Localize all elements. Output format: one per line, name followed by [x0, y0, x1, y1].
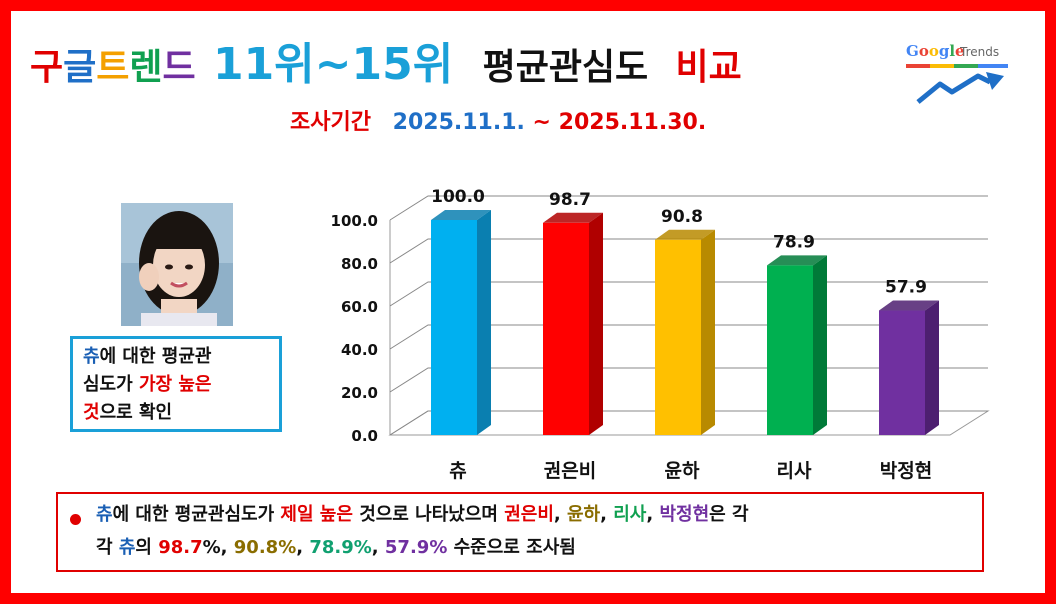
- sum-s5: 권은비: [504, 504, 554, 525]
- bar-side: [589, 212, 603, 435]
- survey-period-label: 조사기간: [290, 110, 371, 135]
- bar-top: [431, 210, 491, 220]
- google-trends-logo: Google Trends: [900, 38, 1015, 108]
- bar-top: [655, 229, 715, 240]
- bar: [431, 220, 477, 435]
- note-line1: 에 대한 평균관: [99, 346, 212, 367]
- title-char-2: 트: [96, 47, 130, 88]
- note-box: 츄에 대한 평균관 심도가 가장 높은 것으로 확인: [70, 336, 282, 432]
- period-end: 2025.11.30.: [558, 110, 707, 135]
- gridline: [389, 238, 988, 264]
- bullet-icon: [70, 514, 81, 525]
- sum-s8: ,: [600, 504, 614, 525]
- x-tick-label: 리사: [777, 460, 812, 482]
- bar: [543, 222, 589, 435]
- title-char-3: 렌: [129, 47, 163, 88]
- y-tick-label: 0.0: [351, 427, 378, 445]
- note-line2b: 가장 높은: [138, 374, 212, 395]
- gridline: [389, 195, 988, 221]
- x-tick-label: 박정현: [880, 460, 932, 482]
- bar-top: [767, 255, 827, 266]
- sum-s16: 98.7: [158, 537, 203, 558]
- bar-side: [701, 229, 715, 435]
- sum-s11: 박정현: [659, 504, 710, 525]
- bar-chart-svg: 0.0 20.0 40.0 60.0 80.0 100.0 100.0 츄 98.7 권은비 90.…: [331, 187, 990, 482]
- sum-s10: ,: [646, 504, 660, 525]
- bar: [655, 239, 701, 435]
- data-label: 98.7: [549, 190, 591, 210]
- bar-side: [925, 300, 939, 435]
- bar-chart: 0.0 20.0 40.0 60.0 80.0 100.0 100.0 츄 98.7 권은비 90.…: [310, 170, 1010, 490]
- bar-top: [543, 212, 603, 223]
- sum-s23: 수준으로 조사됨: [447, 537, 576, 558]
- logo-trends-text: Trends: [959, 45, 999, 59]
- bar-side: [477, 210, 491, 435]
- sum-s22: 57.9%: [384, 537, 448, 558]
- y-tick-label: 40.0: [341, 341, 378, 359]
- title-compare: 비교: [675, 47, 742, 88]
- survey-period: 조사기간 2025.11.1. ~ 2025.11.30.: [290, 104, 706, 136]
- y-tick-label: 20.0: [341, 384, 378, 402]
- note-line2a: 심도가: [83, 374, 139, 395]
- page-title: 구글트렌드 11위~15위 평균관심도 비교: [30, 32, 860, 98]
- title-avg-interest: 평균관심도: [482, 47, 649, 88]
- sum-s13: 각: [96, 537, 119, 558]
- data-label: 100.0: [431, 187, 485, 207]
- sum-s18: 90.8%: [233, 537, 297, 558]
- title-char-4: 드: [162, 47, 196, 88]
- note-name: 츄: [83, 346, 100, 367]
- x-tick-label: 츄: [449, 460, 466, 482]
- period-start: 2025.11.1.: [392, 110, 525, 135]
- y-tick-label: 100.0: [331, 212, 378, 230]
- rising-arrow-icon: [916, 72, 1004, 104]
- data-label: 90.8: [661, 207, 703, 227]
- sum-s3: 제일 높은: [280, 504, 353, 525]
- sum-s15: 의: [135, 537, 159, 558]
- bar-side: [813, 255, 827, 435]
- note-line3b: 으로 확인: [99, 402, 173, 423]
- sum-s19: ,: [296, 537, 310, 558]
- title-char-1: 글: [63, 47, 97, 88]
- bar: [767, 265, 813, 435]
- sum-s4: 것으로 나타났으며: [352, 504, 505, 525]
- data-label: 57.9: [885, 278, 927, 298]
- person-photo: [121, 203, 233, 326]
- title-char-0: 구: [30, 47, 64, 88]
- title-google-trends-text: 구글트렌드: [30, 35, 196, 101]
- x-tick-label: 윤하: [665, 460, 700, 482]
- y-tick-label: 80.0: [341, 255, 378, 273]
- sum-s21: ,: [371, 537, 385, 558]
- svg-text:Google: Google: [906, 42, 965, 60]
- sum-s9: 리사: [613, 504, 647, 525]
- summary-box: 츄에 대한 평균관심도가 제일 높은 것으로 나타났으며 권은비, 윤하, 리사…: [56, 492, 984, 572]
- x-tick-label: 권은비: [544, 460, 596, 482]
- period-separator: ~: [532, 110, 551, 135]
- title-rank-range: 11위~15위: [212, 39, 454, 90]
- sum-s14: 츄: [118, 537, 136, 558]
- sum-s2: 에 대한 평균관심도가: [112, 504, 281, 525]
- sum-s12: 은 각: [709, 504, 749, 525]
- sum-s20: 78.9%: [309, 537, 372, 558]
- bar-top: [879, 300, 939, 311]
- note-line3a: 것: [83, 402, 100, 423]
- y-tick-label: 60.0: [341, 298, 378, 316]
- sum-s17: %,: [202, 537, 234, 558]
- sum-s1: 츄: [96, 504, 113, 525]
- sum-s6: ,: [553, 504, 567, 525]
- bar: [879, 310, 925, 435]
- sum-s7: 윤하: [567, 504, 601, 525]
- data-label: 78.9: [773, 232, 815, 252]
